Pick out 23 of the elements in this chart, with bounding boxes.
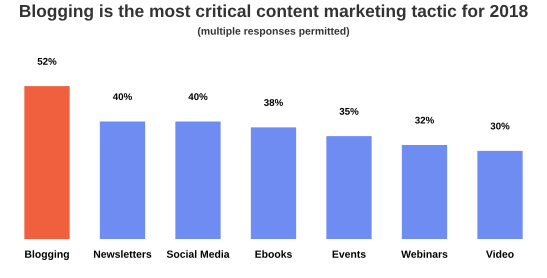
bar bbox=[250, 127, 296, 240]
data-label: 40% bbox=[112, 93, 132, 100]
data-label: 52% bbox=[38, 58, 56, 65]
bar bbox=[100, 121, 146, 240]
bar bbox=[477, 150, 523, 240]
x-tick-label: Ebooks bbox=[255, 250, 292, 258]
x-tick-label: Blogging bbox=[25, 250, 69, 260]
bar bbox=[24, 86, 70, 240]
x-tick-label: Newsletters bbox=[94, 250, 152, 258]
data-label: 38% bbox=[264, 99, 283, 106]
bar bbox=[402, 144, 448, 240]
x-tick-label: Events bbox=[332, 250, 366, 258]
x-tick-label: Video bbox=[486, 250, 514, 258]
chart-title: Blogging is the most critical content marketing tactic for 2018 bbox=[20, 4, 528, 21]
chart-subtitle: (multiple responses permitted) bbox=[198, 27, 350, 37]
x-tick-label: Social Media bbox=[166, 250, 230, 258]
data-label: 30% bbox=[490, 122, 510, 130]
bar bbox=[175, 121, 221, 240]
bar bbox=[326, 136, 372, 240]
x-tick-label: Webinars bbox=[401, 250, 448, 258]
data-label: 35% bbox=[339, 108, 358, 115]
data-label: 32% bbox=[414, 116, 434, 124]
data-label: 40% bbox=[188, 93, 208, 100]
